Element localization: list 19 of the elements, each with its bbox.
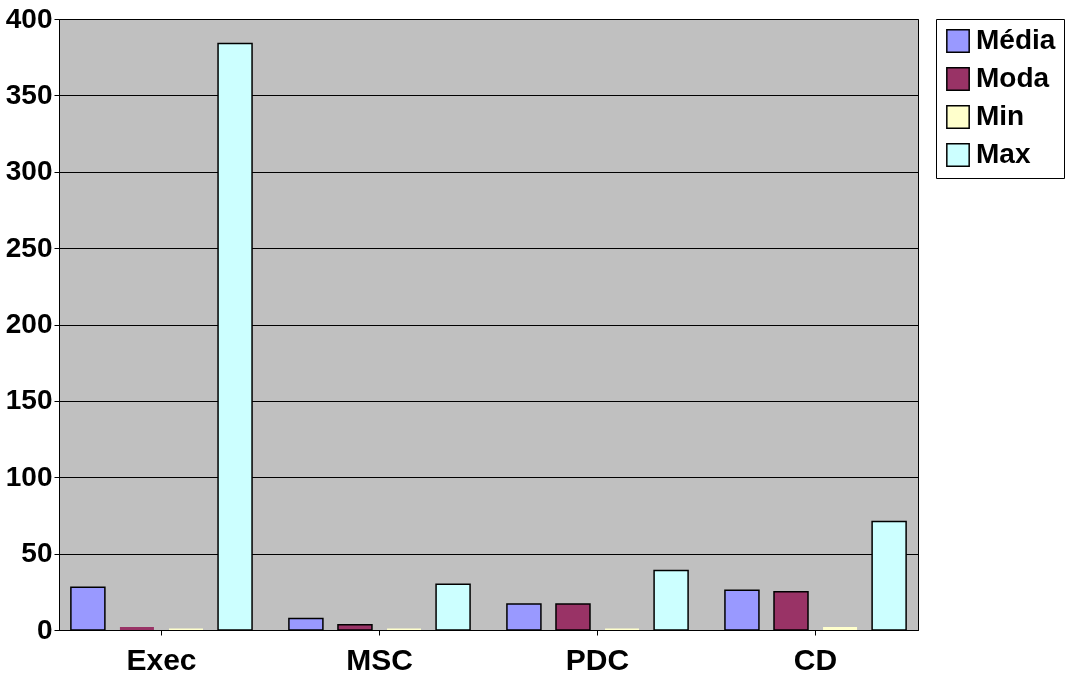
y-tick-label: 250 — [5, 231, 53, 263]
y-tick-label: 0 — [36, 613, 53, 645]
legend-label: Max — [976, 138, 1031, 169]
x-tick-label: MSC — [346, 642, 413, 676]
bar — [823, 626, 858, 630]
bar — [119, 626, 154, 630]
y-tick-label: 100 — [5, 460, 53, 492]
y-tick-label: 300 — [5, 155, 53, 187]
y-tick-label: 200 — [5, 308, 53, 339]
y-tick-label: 150 — [5, 384, 53, 416]
legend-label: Moda — [976, 62, 1050, 93]
y-tick-label: 350 — [5, 78, 53, 110]
y-tick-label: 50 — [21, 537, 53, 569]
x-tick-label: PDC — [565, 642, 630, 676]
y-tick-label: 400 — [5, 2, 53, 34]
legend-label: Média — [976, 24, 1056, 55]
x-tick-label: Exec — [126, 642, 197, 676]
legend-label: Min — [976, 100, 1025, 131]
x-tick-label: CD — [793, 642, 838, 676]
